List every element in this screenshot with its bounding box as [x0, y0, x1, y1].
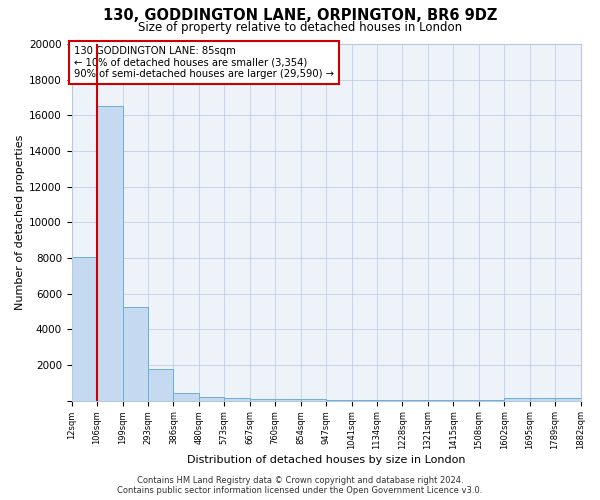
Text: 130, GODDINGTON LANE, ORPINGTON, BR6 9DZ: 130, GODDINGTON LANE, ORPINGTON, BR6 9DZ: [103, 8, 497, 22]
Text: Contains HM Land Registry data © Crown copyright and database right 2024.
Contai: Contains HM Land Registry data © Crown c…: [118, 476, 482, 495]
Bar: [275, 399, 301, 400]
Bar: [199, 397, 224, 400]
Bar: [148, 368, 173, 400]
Bar: [504, 398, 530, 400]
Bar: [301, 399, 326, 400]
Bar: [250, 399, 275, 400]
Text: 130 GODDINGTON LANE: 85sqm
← 10% of detached houses are smaller (3,354)
90% of s: 130 GODDINGTON LANE: 85sqm ← 10% of deta…: [74, 46, 334, 79]
Bar: [71, 257, 97, 400]
Bar: [224, 398, 250, 400]
Bar: [555, 398, 581, 400]
Bar: [97, 106, 122, 401]
Text: Size of property relative to detached houses in London: Size of property relative to detached ho…: [138, 21, 462, 34]
Bar: [122, 307, 148, 400]
Bar: [530, 398, 555, 400]
Y-axis label: Number of detached properties: Number of detached properties: [15, 134, 25, 310]
X-axis label: Distribution of detached houses by size in London: Distribution of detached houses by size …: [187, 455, 466, 465]
Bar: [173, 392, 199, 400]
